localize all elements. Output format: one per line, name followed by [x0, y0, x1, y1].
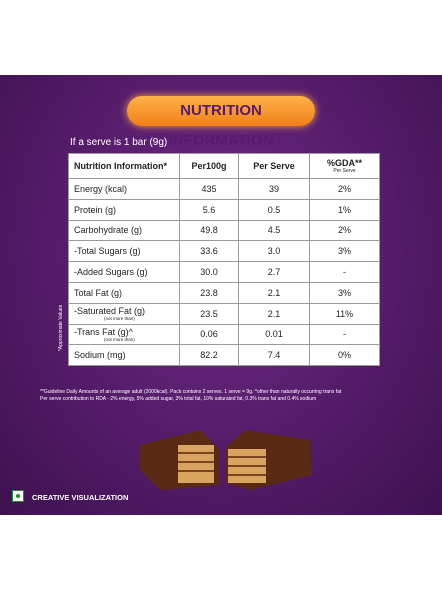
value-cell: 39: [238, 178, 310, 200]
row-label-cell: Energy (kcal): [68, 178, 180, 200]
row: Protein (g) 5.6 0.5 1%: [68, 198, 380, 221]
row-note: (not more than): [104, 316, 135, 322]
row: Carbohydrate (g) 49.8 4.5 2%: [68, 219, 380, 242]
value-cell: 2.1: [238, 281, 310, 304]
value-cell: 7.4: [238, 344, 310, 367]
row-note: (not more than): [104, 336, 135, 342]
value-cell: 23.8: [179, 281, 239, 304]
row: -Saturated Fat (g) (not more than) 23.5 2.1…: [68, 302, 380, 325]
row-label-cell: Total Fat (g): [68, 281, 180, 304]
value-cell: 5.6: [179, 198, 239, 221]
row-label-cell: -Added Sugars (g): [68, 261, 180, 283]
header-label: Per Serve: [253, 161, 295, 171]
footnote: **Guideline Daily Amounts of an average …: [40, 389, 342, 395]
side-note: *Approximate Values: [58, 304, 64, 352]
value-cell: 11%: [309, 302, 380, 325]
header-label: %GDA**: [326, 158, 362, 168]
bar-left: [140, 430, 220, 490]
value-cell: 3%: [309, 281, 380, 304]
value-cell: 2%: [309, 178, 380, 200]
row: Energy (kcal) 435 39 2%: [68, 178, 380, 200]
value-cell: 2.1: [238, 302, 310, 325]
value-cell: 435: [179, 178, 239, 200]
header-cell: Per Serve: [238, 153, 310, 179]
title: NUTRITION INFORMATION: [127, 96, 315, 149]
row-label: Sodium (mg): [74, 350, 126, 361]
header-label: Nutrition Information*: [74, 161, 167, 171]
row-label: Carbohydrate (g): [74, 225, 143, 236]
header-note: Per Serve: [333, 168, 356, 174]
row-label: Total Fat (g): [74, 287, 123, 298]
row-label: -Trans Fat (g)^: [74, 326, 133, 337]
chocolate-illustration: [140, 430, 312, 490]
row-label-cell: Sodium (mg): [68, 344, 180, 367]
row-label: -Added Sugars (g): [74, 267, 148, 278]
value-cell: 23.5: [179, 302, 239, 325]
value-cell: 0.01: [238, 323, 310, 346]
nutrition-table: Nutrition Information* Per100g Per Serve %G…: [68, 153, 380, 367]
row: -Trans Fat (g)^ (not more than) 0.06 0.01-: [68, 323, 380, 346]
row: -Total Sugars (g) 33.6 3.0 3%: [68, 240, 380, 263]
value-cell: -: [309, 261, 380, 283]
value-cell: 0.06: [179, 323, 239, 346]
row-label-cell: -Trans Fat (g)^ (not more than): [68, 323, 180, 346]
badge: CREATIVE VISUALIZATION: [32, 493, 129, 502]
serve-note: If a serve is 1 bar (9g): [70, 137, 168, 148]
header-cell: Per100g: [179, 153, 239, 179]
row-label: -Total Sugars (g): [74, 246, 141, 257]
value-cell: 2.7: [238, 261, 310, 283]
value-cell: 0%: [309, 344, 380, 367]
row-label-cell: Carbohydrate (g): [68, 219, 180, 242]
value-cell: 30.0: [179, 261, 239, 283]
value-cell: 82.2: [179, 344, 239, 367]
row-label: Energy (kcal): [74, 183, 128, 194]
value-cell: 3%: [309, 240, 380, 263]
header-cell: %GDA** Per Serve: [309, 153, 380, 179]
row: Total Fat (g) 23.8 2.1 3%: [68, 281, 380, 304]
value-cell: 1%: [309, 198, 380, 221]
value-cell: 49.8: [179, 219, 239, 242]
value-cell: 2%: [309, 219, 380, 242]
row-label-cell: Protein (g): [68, 198, 180, 221]
header-cell: Nutrition Information*: [68, 153, 180, 179]
value-cell: 3.0: [238, 240, 310, 263]
row: Sodium (mg) 82.2 7.4 0%: [68, 344, 380, 367]
veg-icon: [12, 490, 24, 502]
header-label: Per100g: [191, 161, 227, 171]
row: -Added Sugars (g) 30.0 2.7-: [68, 261, 380, 283]
footnote: Per serve contribution to RDA - 2% energ…: [40, 396, 317, 402]
value-cell: 33.6: [179, 240, 239, 263]
row-label: Protein (g): [74, 204, 117, 215]
row-label-cell: -Saturated Fat (g) (not more than): [68, 302, 180, 325]
value-cell: -: [309, 323, 380, 346]
header-row: Nutrition Information* Per100g Per Serve %G…: [68, 153, 380, 179]
row-label: -Saturated Fat (g): [74, 306, 146, 317]
value-cell: 0.5: [238, 198, 310, 221]
value-cell: 4.5: [238, 219, 310, 242]
bar-right: [226, 430, 312, 490]
row-label-cell: -Total Sugars (g): [68, 240, 180, 263]
